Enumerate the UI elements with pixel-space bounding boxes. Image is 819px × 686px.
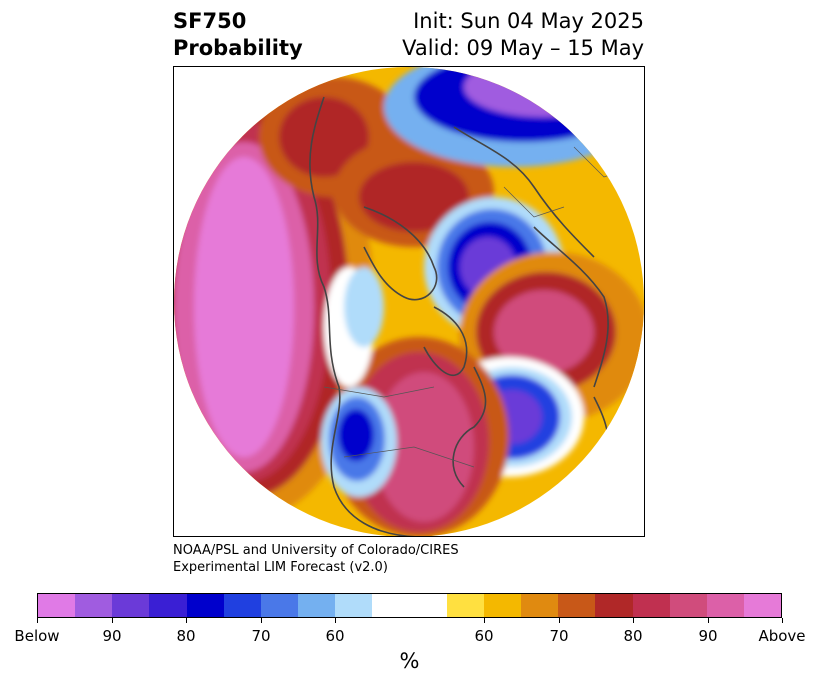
- colorbar-segment: [186, 594, 224, 617]
- colorbar-tick-label: 80: [623, 627, 643, 645]
- credit-line-2: Experimental LIM Forecast (v2.0): [173, 560, 388, 575]
- anomaly-southwest-us: [321, 387, 397, 497]
- colorbar-segment: [260, 594, 299, 617]
- map-panel: [173, 66, 645, 537]
- colorbar-tickmark: [708, 618, 709, 623]
- colorbar-tickmark: [186, 618, 187, 623]
- colorbar-tick-label: 90: [102, 627, 122, 645]
- colorbar-segment: [75, 594, 113, 617]
- title-type: Probability: [173, 36, 303, 60]
- colorbar-segment: [112, 594, 150, 617]
- colorbar: [37, 593, 782, 618]
- colorbar-tick-label: 60: [474, 627, 494, 645]
- colorbar-segment: [372, 594, 410, 617]
- colorbar-tickmark: [484, 618, 485, 623]
- credit-text: NOAA/PSL and University of Colorado/CIRE…: [173, 542, 459, 576]
- colorbar-segment: [706, 594, 744, 617]
- colorbar-segment: [223, 594, 261, 617]
- colorbar-tick-label: 60: [325, 627, 345, 645]
- colorbar-tick-label: 90: [698, 627, 718, 645]
- chart-dates: Init: Sun 04 May 2025 Valid: 09 May – 15…: [402, 8, 644, 62]
- title-variable: SF750: [173, 9, 247, 33]
- colorbar-segment: [558, 594, 596, 617]
- colorbar-segment: [483, 594, 522, 617]
- init-date: Init: Sun 04 May 2025: [413, 9, 644, 33]
- colorbar-segment: [595, 594, 633, 617]
- colorbar-segment: [632, 594, 670, 617]
- colorbar-segment: [298, 594, 336, 617]
- colorbar-segment: [149, 594, 187, 617]
- chart-title: SF750 Probability: [173, 8, 303, 62]
- colorbar-tickmark: [335, 618, 336, 623]
- colorbar-tick-label: 70: [251, 627, 271, 645]
- probability-map: [174, 67, 644, 536]
- colorbar-segment: [521, 594, 559, 617]
- colorbar-segment: [335, 594, 373, 617]
- colorbar-tickmark: [261, 618, 262, 623]
- colorbar-segment: [409, 594, 447, 617]
- colorbar-tickmark: [559, 618, 560, 623]
- credit-line-1: NOAA/PSL and University of Colorado/CIRE…: [173, 543, 459, 558]
- valid-range: Valid: 09 May – 15 May: [402, 36, 644, 60]
- colorbar-segment: [743, 594, 782, 617]
- weak-negative-band: [344, 267, 384, 347]
- colorbar-segment: [669, 594, 707, 617]
- colorbar-tick-label: 70: [549, 627, 569, 645]
- colorbar-segment: [446, 594, 484, 617]
- colorbar-tickmark: [37, 618, 38, 623]
- colorbar-tickmark: [633, 618, 634, 623]
- colorbar-units: %: [399, 649, 420, 673]
- colorbar-tickmark: [782, 618, 783, 623]
- colorbar-tickmark: [112, 618, 113, 623]
- colorbar-tick-label: Above: [758, 627, 806, 645]
- colorbar-segment: [38, 594, 76, 617]
- colorbar-tick-label: Below: [14, 627, 60, 645]
- colorbar-tick-label: 80: [176, 627, 196, 645]
